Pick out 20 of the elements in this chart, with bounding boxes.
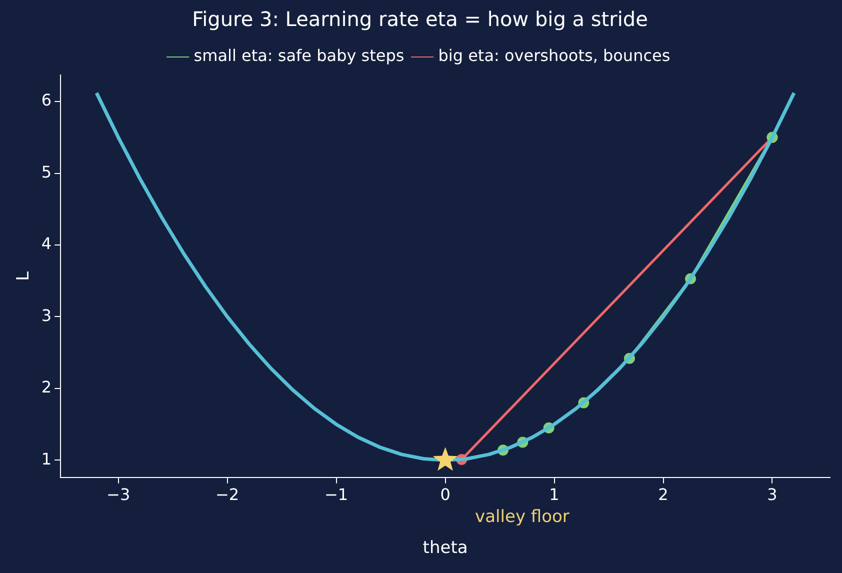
legend-label: big eta: overshoots, bounces [438,46,670,66]
x-tick-label: 1 [549,485,560,504]
y-tick-label: 4 [41,234,52,254]
x-tick-label: 0 [440,485,450,504]
text: valley floor [475,506,570,527]
y-axis-title: L [14,270,34,281]
chart-title: Figure 3: Learning rate eta = how big a stride [192,7,648,32]
x-axis-title: theta [422,538,468,558]
x-tick-label: −3 [106,485,130,504]
x-tick-label: 3 [767,485,778,504]
y-tick-label: 1 [41,449,52,468]
point [432,447,458,471]
y-tick-label: 3 [41,306,52,325]
y-tick-label: 5 [41,162,52,182]
y-tick-label: 2 [41,378,52,397]
x-tick-label: 2 [658,485,668,504]
legend-label: small eta: safe baby steps [194,46,404,66]
x-tick-label: −1 [324,485,348,504]
y-tick-label: 6 [41,90,52,110]
x-tick-label: −2 [216,485,240,504]
